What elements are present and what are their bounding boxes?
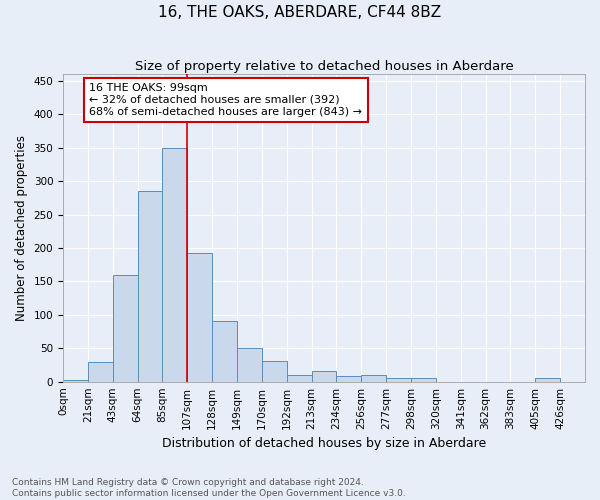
Bar (113, 274, 137, 382)
Bar (262, 361, 287, 382)
Bar (187, 254, 212, 382)
Bar (88, 362, 113, 382)
Bar (411, 378, 436, 382)
Bar (337, 376, 361, 382)
Title: Size of property relative to detached houses in Aberdare: Size of property relative to detached ho… (134, 60, 514, 73)
Text: 16, THE OAKS, ABERDARE, CF44 8BZ: 16, THE OAKS, ABERDARE, CF44 8BZ (158, 5, 442, 20)
Bar (212, 321, 237, 382)
Text: 16 THE OAKS: 99sqm
← 32% of detached houses are smaller (392)
68% of semi-detach: 16 THE OAKS: 99sqm ← 32% of detached hou… (89, 84, 362, 116)
Text: Contains HM Land Registry data © Crown copyright and database right 2024.
Contai: Contains HM Land Registry data © Crown c… (12, 478, 406, 498)
Bar (361, 375, 386, 382)
Bar (63, 380, 88, 382)
Bar (287, 375, 311, 382)
Bar (386, 378, 411, 382)
X-axis label: Distribution of detached houses by size in Aberdare: Distribution of detached houses by size … (162, 437, 486, 450)
Bar (311, 371, 337, 382)
Bar (163, 148, 187, 382)
Bar (137, 191, 163, 382)
Y-axis label: Number of detached properties: Number of detached properties (15, 135, 28, 321)
Bar (535, 378, 560, 382)
Bar (237, 348, 262, 382)
